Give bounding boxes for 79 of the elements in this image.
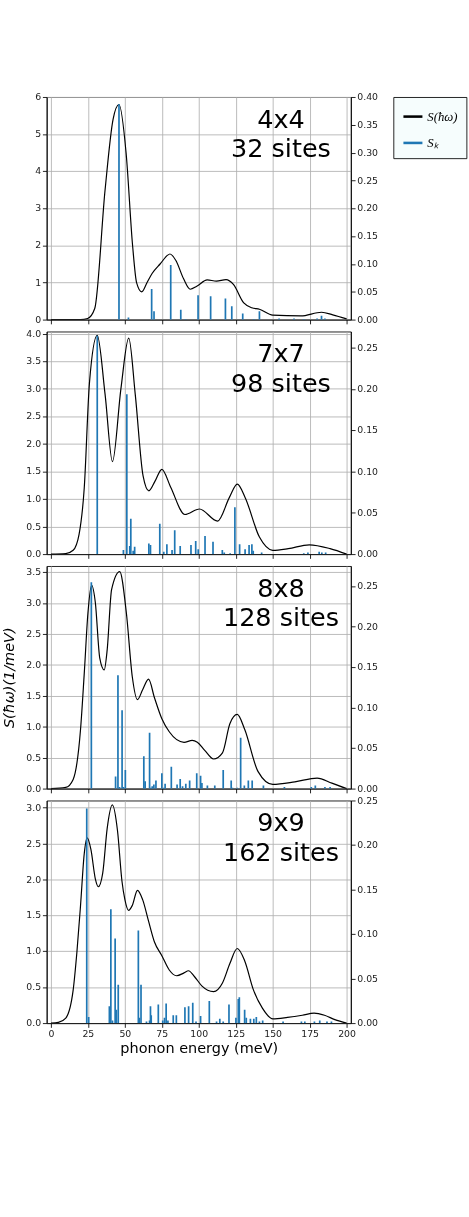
y2-tick-label: 0.00 <box>357 1017 379 1029</box>
y-tick-label: 2.0 <box>26 658 42 670</box>
y-tick-label: 1.5 <box>26 909 42 921</box>
y-tick-label: 3.0 <box>26 801 42 813</box>
y-tick-label: 2.0 <box>26 437 42 449</box>
x-tick-label: 0 <box>48 1028 55 1040</box>
chart-title: 7x7 <box>257 338 305 369</box>
y2-tick-label: 0.00 <box>357 548 379 560</box>
y2-tick-label: 0.15 <box>357 883 379 895</box>
y2-tick-label: 0.15 <box>357 424 379 436</box>
y-tick-label: 1.0 <box>26 945 42 957</box>
y2-tick-label: 0.20 <box>357 620 379 632</box>
legend-label: S(ħω) <box>427 109 458 124</box>
chart-title: 8x8 <box>257 572 305 603</box>
y-tick-label: 1.5 <box>26 689 42 701</box>
y-tick-label: 0.5 <box>26 520 42 532</box>
y2-tick-label: 0.40 <box>357 91 379 103</box>
y-tick-label: 1 <box>35 276 42 288</box>
x-tick-label: 150 <box>264 1028 283 1040</box>
y-tick-label: 0 <box>35 313 42 325</box>
y2-tick-label: 0.10 <box>357 465 379 477</box>
y2-tick-label: 0.10 <box>357 257 379 269</box>
y2-tick-label: 0.20 <box>357 839 379 851</box>
y2-tick-label: 0.10 <box>357 701 379 713</box>
y-tick-label: 0.5 <box>26 981 42 993</box>
y2-tick-label: 0.20 <box>357 383 379 395</box>
x-tick-label: 125 <box>227 1028 246 1040</box>
y2-tick-label: 0.05 <box>357 285 379 297</box>
y-tick-label: 1.0 <box>26 493 42 505</box>
x-tick-label: 50 <box>119 1028 132 1040</box>
y-tick-label: 2 <box>35 239 42 251</box>
y2-tick-label: 0.25 <box>357 174 379 186</box>
y-tick-label: 2.5 <box>26 628 42 640</box>
y2-tick-label: 0.10 <box>357 928 379 940</box>
y-tick-label: 4.0 <box>26 327 42 339</box>
y2-tick-label: 0.25 <box>357 342 379 354</box>
y-tick-label: 0.0 <box>26 548 42 560</box>
y-tick-label: 2.5 <box>26 837 42 849</box>
chart-title: 9x9 <box>257 807 305 838</box>
y-tick-label: 0.0 <box>26 782 42 794</box>
y-tick-label: 3.5 <box>26 355 42 367</box>
chart-title: 4x4 <box>257 103 305 134</box>
legend-label: Sₖ <box>427 136 439 151</box>
y-tick-label: 4 <box>35 165 42 177</box>
y2-tick-label: 0.25 <box>357 794 379 806</box>
y-tick-label: 1.5 <box>26 465 42 477</box>
y2-tick-label: 0.05 <box>357 742 379 754</box>
y2-tick-label: 0.15 <box>357 661 379 673</box>
x-tick-label: 175 <box>301 1028 320 1040</box>
text: 162 sites <box>222 836 339 867</box>
y-tick-label: 3 <box>35 202 42 214</box>
y-tick-label: 0.5 <box>26 751 42 763</box>
text: 98 sites <box>231 367 331 398</box>
y2-tick-label: 0.00 <box>357 782 379 794</box>
y-tick-label: 2.5 <box>26 410 42 422</box>
y-tick-label: 2.0 <box>26 873 42 885</box>
y2-tick-label: 0.35 <box>357 118 379 130</box>
y-tick-label: 3.0 <box>26 597 42 609</box>
x-tick-label: 200 <box>338 1028 357 1040</box>
y-tick-label: 0.0 <box>26 1017 42 1029</box>
text: 128 sites <box>222 602 339 633</box>
y2-tick-label: 0.05 <box>357 972 379 984</box>
y2-tick-label: 0.30 <box>357 146 379 158</box>
y-tick-label: 6 <box>35 91 42 103</box>
y2-tick-label: 0.00 <box>357 313 379 325</box>
y2-tick-label: 0.15 <box>357 230 379 242</box>
x-tick-label: 75 <box>156 1028 169 1040</box>
x-tick-label: 25 <box>82 1028 95 1040</box>
y-tick-label: 1.0 <box>26 720 42 732</box>
y-axis-title: S(ħω)(1/meV) <box>1 627 18 729</box>
x-tick-label: 100 <box>190 1028 209 1040</box>
y-tick-label: 5 <box>35 128 42 140</box>
y2-tick-label: 0.05 <box>357 506 379 518</box>
y-tick-label: 3.0 <box>26 382 42 394</box>
y-tick-label: 3.5 <box>26 566 42 578</box>
text: 32 sites <box>231 133 331 164</box>
x-axis-title: phonon energy (meV) <box>120 1040 279 1057</box>
y2-tick-label: 0.25 <box>357 580 379 592</box>
y2-tick-label: 0.20 <box>357 202 379 214</box>
